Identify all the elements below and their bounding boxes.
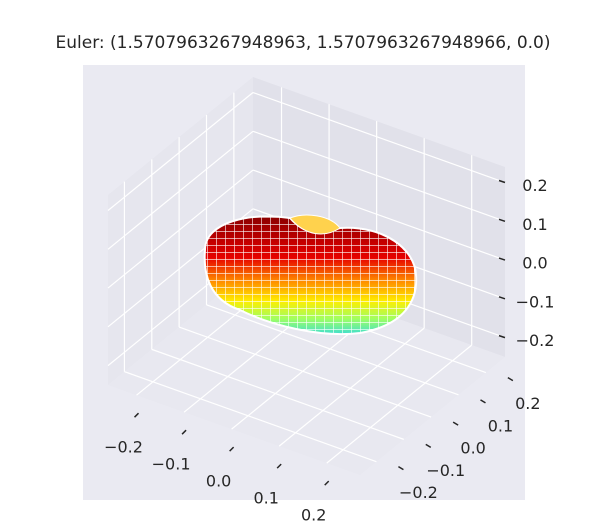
tick-label: 0.2 xyxy=(301,506,326,522)
tick-mark xyxy=(498,296,506,300)
grid-line xyxy=(252,130,506,222)
grid-line xyxy=(107,92,254,211)
tick-mark xyxy=(498,179,506,184)
tick-label: −0.2 xyxy=(516,331,555,350)
grid-line xyxy=(107,169,254,289)
tick-label: 0.1 xyxy=(488,416,513,435)
tick-mark xyxy=(507,376,514,382)
grid-line xyxy=(252,169,506,261)
chart-title: Euler: (1.5707963267948963, 1.5707963267… xyxy=(56,33,551,53)
tick-mark xyxy=(498,257,506,261)
grid-line xyxy=(252,91,506,184)
tick-mark xyxy=(181,429,187,435)
tick-mark xyxy=(452,421,459,426)
tick-label: −0.2 xyxy=(104,438,143,457)
grid-line xyxy=(278,327,425,447)
tick-mark xyxy=(498,334,506,339)
tick-label: 0.0 xyxy=(522,254,547,273)
tick-label: 0.1 xyxy=(253,489,278,508)
surface-mesh xyxy=(204,216,417,335)
surface xyxy=(203,214,418,336)
tick-label: 0.2 xyxy=(515,394,540,413)
tick-mark xyxy=(133,412,140,418)
labels: −0.2−0.10.00.10.2−0.2−0.10.00.10.2−0.2−0… xyxy=(104,176,554,522)
tick-label: −0.1 xyxy=(152,455,191,474)
tick-label: −0.1 xyxy=(426,461,465,480)
pane xyxy=(108,267,505,475)
tick-mark xyxy=(276,463,282,469)
surface-dimple xyxy=(289,214,341,235)
tick-mark xyxy=(229,446,235,452)
grid-line xyxy=(151,348,404,440)
tick-mark xyxy=(498,218,506,222)
pane xyxy=(108,77,253,385)
tick-mark xyxy=(398,465,404,471)
tick-mark xyxy=(480,399,486,404)
grid-line xyxy=(326,344,473,464)
tick-label: −0.1 xyxy=(516,292,555,311)
tick-label: 0.0 xyxy=(460,439,485,458)
grid-line xyxy=(206,304,459,396)
tick-label: 0.0 xyxy=(206,472,231,491)
tick-label: −0.2 xyxy=(399,483,438,502)
grid-line xyxy=(107,130,254,250)
grid-line xyxy=(124,371,377,463)
tick-label: 0.2 xyxy=(522,176,547,195)
grid-line xyxy=(178,326,432,418)
tick-mark xyxy=(425,443,432,449)
tick-mark xyxy=(324,480,330,486)
tick-label: 0.1 xyxy=(522,215,547,234)
